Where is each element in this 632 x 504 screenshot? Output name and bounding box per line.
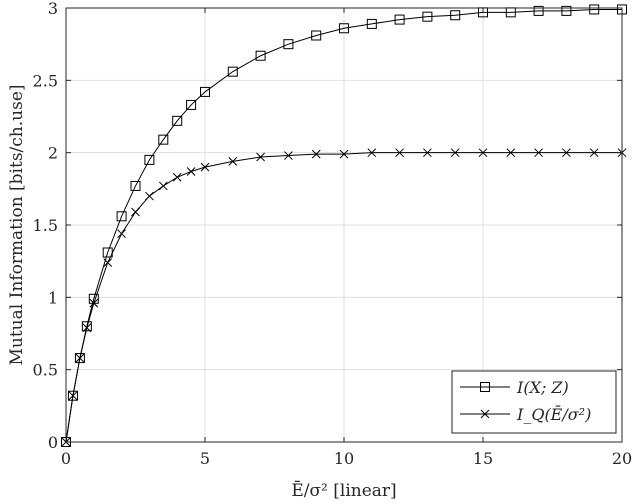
x-marker	[311, 149, 321, 159]
y-tick-label: 2.5	[33, 71, 58, 90]
square-marker	[394, 14, 405, 25]
y-tick-label: 0.5	[33, 361, 58, 380]
x-marker	[450, 148, 460, 158]
x-marker	[228, 156, 238, 166]
square-marker	[339, 23, 349, 34]
legend-label-2: I_Q(Ē/σ²)	[516, 404, 591, 424]
x-marker	[395, 148, 404, 158]
square-marker	[116, 211, 127, 222]
x-tick-label: 10	[334, 449, 354, 468]
y-tick-label: 1.5	[33, 216, 58, 235]
x-marker	[145, 191, 154, 201]
square-marker	[283, 39, 294, 50]
x-marker	[89, 298, 99, 308]
legend-label-1: I(X; Z)	[516, 378, 569, 397]
square-marker	[67, 390, 78, 401]
legend-square-marker	[480, 382, 490, 392]
square-marker	[186, 99, 197, 110]
x-tick-label: 20	[612, 449, 632, 468]
legend: I(X; Z) I_Q(Ē/σ²)	[451, 370, 617, 434]
square-marker	[158, 134, 169, 145]
square-marker	[81, 321, 92, 332]
square-marker	[589, 4, 600, 15]
square-marker	[311, 30, 322, 41]
y-tick-label: 2	[48, 144, 58, 163]
x-marker	[589, 148, 599, 158]
x-marker	[534, 148, 543, 158]
square-marker	[422, 11, 433, 22]
square-marker	[561, 5, 572, 16]
x-axis-label: Ē/σ² [linear]	[291, 480, 396, 501]
y-tick-label: 3	[48, 0, 58, 18]
legend-box	[451, 370, 617, 434]
x-tick-label: 15	[473, 449, 493, 468]
square-marker	[366, 18, 377, 29]
tick-labels: 0 5 10 15 20 0 0.5 1 1.5 2 2.5 3	[33, 0, 632, 468]
y-tick-label: 0	[48, 433, 58, 452]
x-marker	[68, 391, 78, 401]
x-marker	[158, 181, 168, 191]
x-marker	[506, 148, 516, 158]
square-marker	[74, 353, 85, 364]
x-marker	[339, 149, 349, 159]
square-marker	[533, 5, 544, 16]
x-marker	[478, 148, 488, 158]
x-marker	[200, 162, 210, 172]
square-marker	[172, 115, 183, 126]
series-line-2	[65, 152, 622, 443]
square-marker	[130, 180, 141, 191]
series-layer	[61, 4, 627, 447]
x-marker	[131, 207, 140, 217]
square-marker	[450, 10, 461, 21]
axis-ticks	[65, 7, 623, 443]
y-axis-label: Mutual Information [bits/ch.use]	[7, 84, 27, 365]
square-marker	[227, 66, 238, 77]
x-marker	[562, 148, 571, 158]
x-marker	[256, 152, 265, 162]
legend-x-marker	[480, 409, 490, 419]
x-tick-label: 5	[200, 449, 210, 468]
x-marker	[423, 148, 432, 158]
x-marker	[75, 353, 85, 363]
x-marker	[284, 151, 293, 160]
x-marker	[186, 167, 196, 176]
x-marker	[103, 258, 113, 267]
y-tick-label: 1	[48, 288, 58, 307]
x-tick-label: 0	[61, 449, 71, 468]
square-marker	[144, 154, 155, 165]
x-marker	[82, 323, 92, 333]
x-marker	[117, 229, 126, 239]
x-marker	[367, 148, 377, 158]
square-marker	[255, 50, 266, 61]
square-marker	[200, 86, 210, 97]
series-line-1	[65, 8, 622, 443]
x-marker	[172, 172, 182, 182]
